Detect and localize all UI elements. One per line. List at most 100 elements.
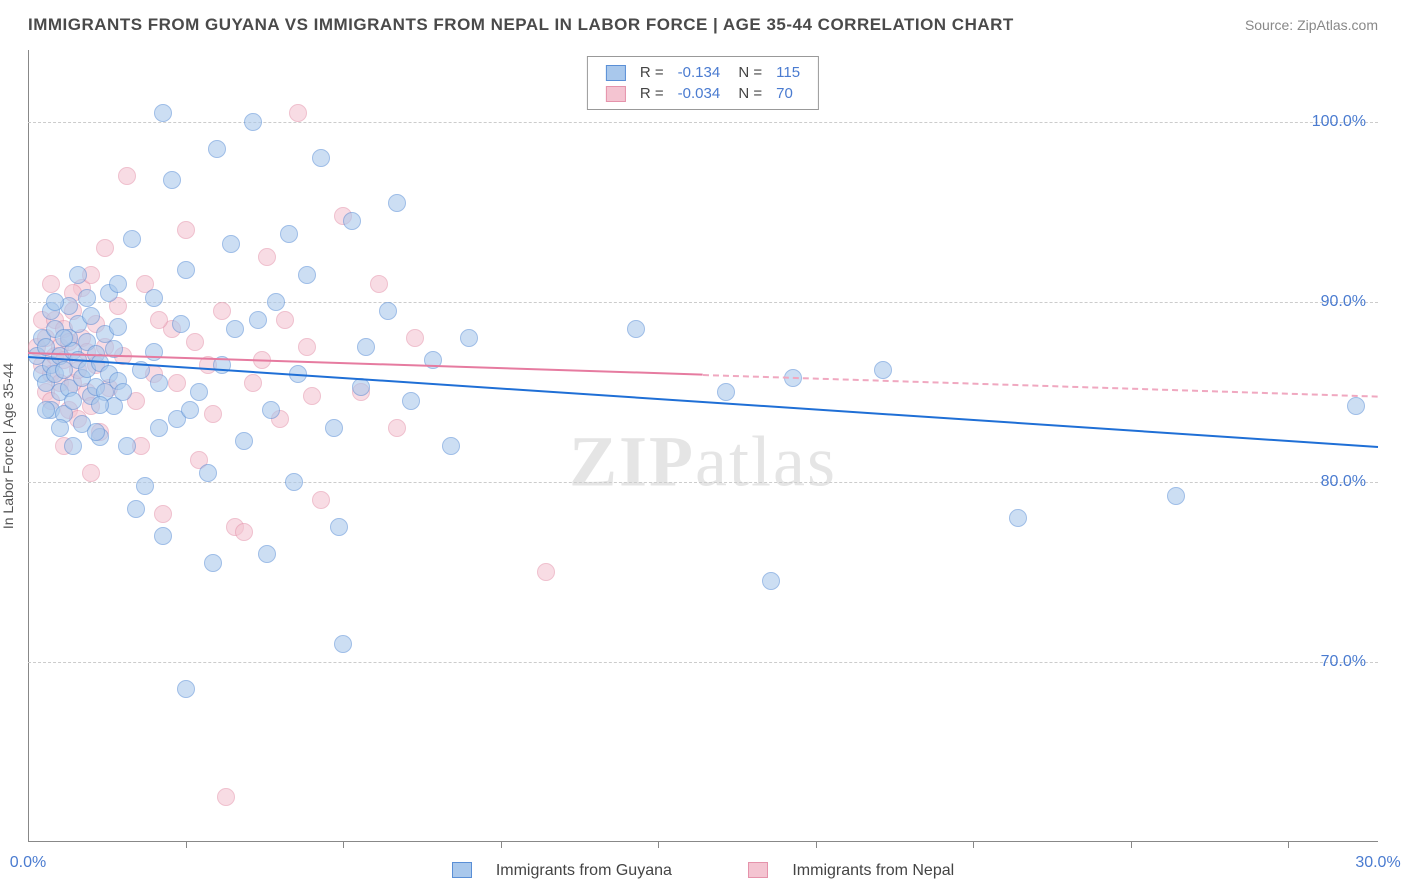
gridline-h bbox=[28, 302, 1378, 303]
data-point-pink bbox=[186, 333, 204, 351]
data-point-pink bbox=[118, 167, 136, 185]
series-legend: Immigrants from Guyana Immigrants from N… bbox=[0, 862, 1406, 880]
legend-item-guyana: Immigrants from Guyana bbox=[434, 862, 690, 879]
data-point-blue bbox=[82, 307, 100, 325]
data-point-blue bbox=[627, 320, 645, 338]
data-point-blue bbox=[208, 140, 226, 158]
y-tick-label: 90.0% bbox=[1321, 293, 1366, 311]
data-point-blue bbox=[51, 419, 69, 437]
axes-border bbox=[28, 50, 1378, 842]
swatch-pink-icon bbox=[748, 862, 768, 878]
data-point-blue bbox=[762, 572, 780, 590]
gridline-h bbox=[28, 662, 1378, 663]
watermark: ZIPatlas bbox=[569, 420, 837, 503]
y-tick-label: 80.0% bbox=[1321, 473, 1366, 491]
data-point-pink bbox=[312, 491, 330, 509]
data-point-pink bbox=[96, 239, 114, 257]
swatch-pink-icon bbox=[606, 86, 626, 102]
legend-N-label: N = bbox=[728, 63, 768, 82]
data-point-blue bbox=[460, 329, 478, 347]
data-point-blue bbox=[298, 266, 316, 284]
data-point-pink bbox=[298, 338, 316, 356]
legend-N-value-1: 115 bbox=[770, 63, 806, 82]
swatch-blue-icon bbox=[452, 862, 472, 878]
gridline-h bbox=[28, 122, 1378, 123]
data-point-blue bbox=[163, 171, 181, 189]
data-point-blue bbox=[343, 212, 361, 230]
x-tick-mark bbox=[973, 842, 974, 848]
data-point-pink bbox=[289, 104, 307, 122]
data-point-pink bbox=[303, 387, 321, 405]
data-point-pink bbox=[204, 405, 222, 423]
regression-line bbox=[703, 374, 1378, 398]
data-point-blue bbox=[312, 149, 330, 167]
legend-row-guyana: R = -0.134 N = 115 bbox=[600, 63, 806, 82]
data-point-blue bbox=[244, 113, 262, 131]
data-point-blue bbox=[402, 392, 420, 410]
correlation-legend: R = -0.134 N = 115 R = -0.034 N = 70 bbox=[587, 56, 819, 110]
gridline-h bbox=[28, 482, 1378, 483]
data-point-blue bbox=[78, 289, 96, 307]
data-point-pink bbox=[213, 302, 231, 320]
scatter-chart: In Labor Force | Age 35-44 ZIPatlas R = … bbox=[28, 50, 1378, 842]
data-point-pink bbox=[177, 221, 195, 239]
y-tick-label: 100.0% bbox=[1312, 113, 1366, 131]
data-point-blue bbox=[285, 473, 303, 491]
data-point-blue bbox=[64, 437, 82, 455]
data-point-blue bbox=[717, 383, 735, 401]
data-point-blue bbox=[280, 225, 298, 243]
x-tick-mark bbox=[658, 842, 659, 848]
data-point-blue bbox=[442, 437, 460, 455]
data-point-blue bbox=[258, 545, 276, 563]
data-point-blue bbox=[204, 554, 222, 572]
data-point-blue bbox=[226, 320, 244, 338]
data-point-blue bbox=[64, 392, 82, 410]
data-point-pink bbox=[276, 311, 294, 329]
data-point-pink bbox=[168, 374, 186, 392]
data-point-blue bbox=[1009, 509, 1027, 527]
data-point-blue bbox=[109, 318, 127, 336]
data-point-blue bbox=[222, 235, 240, 253]
data-point-blue bbox=[145, 289, 163, 307]
data-point-blue bbox=[87, 423, 105, 441]
data-point-blue bbox=[262, 401, 280, 419]
legend-R-value-2: -0.034 bbox=[672, 84, 727, 103]
data-point-pink bbox=[150, 311, 168, 329]
data-point-pink bbox=[82, 464, 100, 482]
data-point-blue bbox=[118, 437, 136, 455]
chart-title: IMMIGRANTS FROM GUYANA VS IMMIGRANTS FRO… bbox=[28, 15, 1014, 35]
x-tick-mark bbox=[1288, 842, 1289, 848]
data-point-blue bbox=[109, 275, 127, 293]
data-point-blue bbox=[357, 338, 375, 356]
data-point-blue bbox=[55, 329, 73, 347]
chart-header: IMMIGRANTS FROM GUYANA VS IMMIGRANTS FRO… bbox=[0, 0, 1406, 50]
x-tick-mark bbox=[816, 842, 817, 848]
legend-row-nepal: R = -0.034 N = 70 bbox=[600, 84, 806, 103]
legend-item-nepal: Immigrants from Nepal bbox=[730, 862, 972, 879]
data-point-pink bbox=[244, 374, 262, 392]
data-point-pink bbox=[154, 505, 172, 523]
data-point-blue bbox=[379, 302, 397, 320]
legend-R-value-1: -0.134 bbox=[672, 63, 727, 82]
data-point-pink bbox=[370, 275, 388, 293]
data-point-blue bbox=[177, 261, 195, 279]
data-point-blue bbox=[172, 315, 190, 333]
data-point-blue bbox=[91, 396, 109, 414]
data-point-pink bbox=[235, 523, 253, 541]
data-point-blue bbox=[1167, 487, 1185, 505]
data-point-blue bbox=[235, 432, 253, 450]
data-point-pink bbox=[42, 275, 60, 293]
data-point-blue bbox=[145, 343, 163, 361]
data-point-blue bbox=[154, 527, 172, 545]
data-point-blue bbox=[330, 518, 348, 536]
y-tick-label: 70.0% bbox=[1321, 653, 1366, 671]
data-point-pink bbox=[406, 329, 424, 347]
data-point-blue bbox=[46, 293, 64, 311]
data-point-blue bbox=[177, 680, 195, 698]
data-point-blue bbox=[37, 401, 55, 419]
data-point-blue bbox=[114, 383, 132, 401]
data-point-blue bbox=[127, 500, 145, 518]
legend-N-value-2: 70 bbox=[770, 84, 806, 103]
data-point-blue bbox=[181, 401, 199, 419]
x-tick-mark bbox=[501, 842, 502, 848]
